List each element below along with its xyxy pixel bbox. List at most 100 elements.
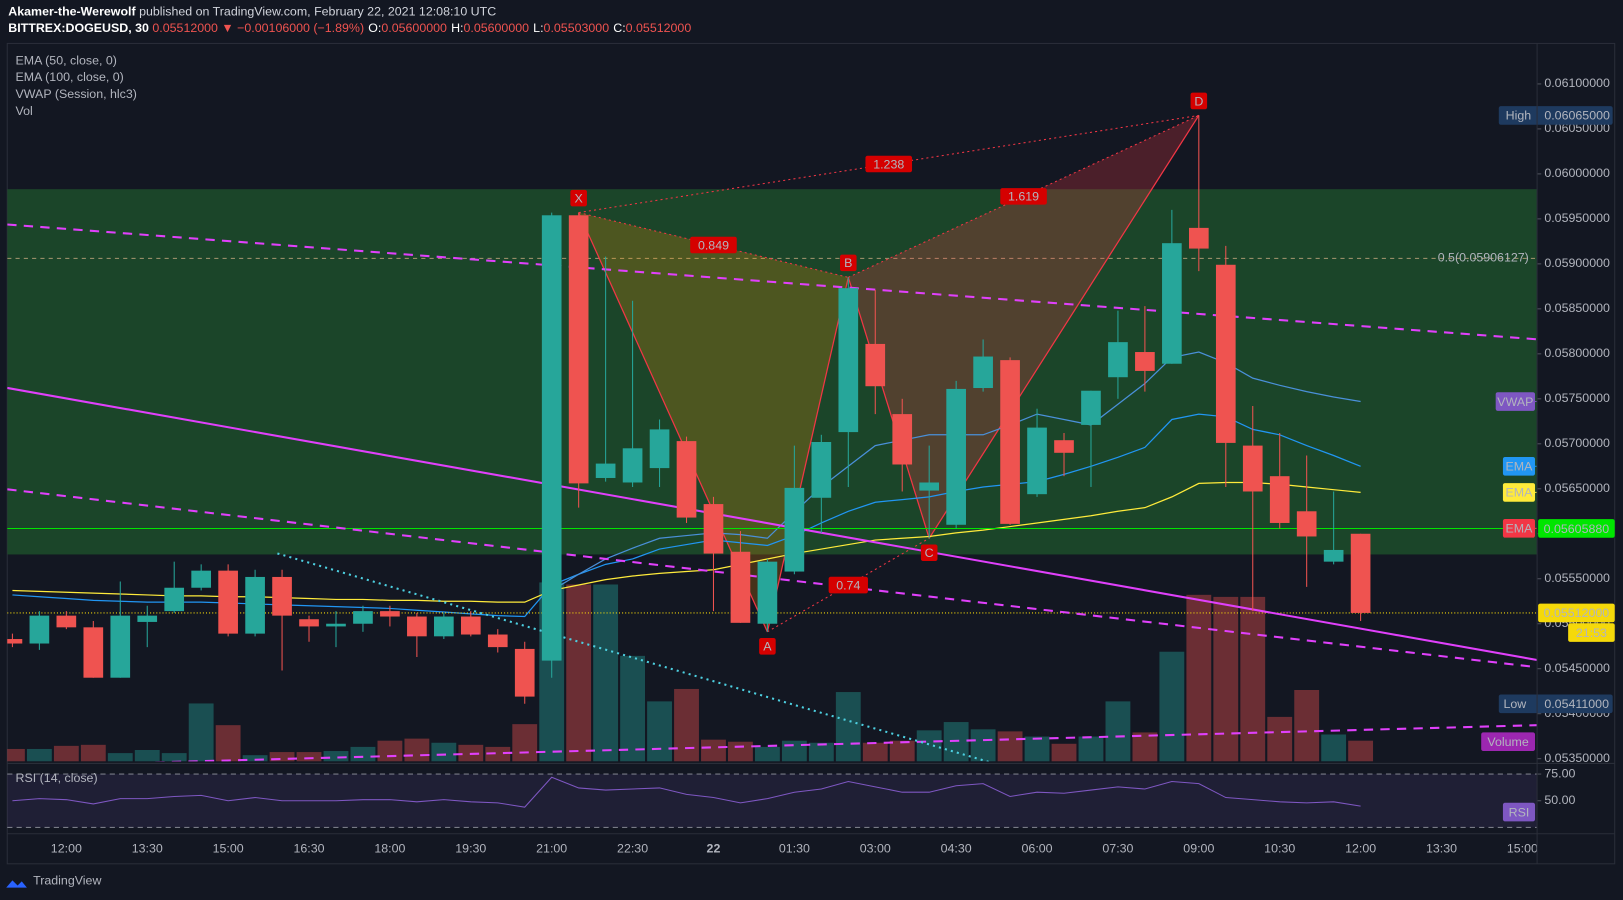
volume-bar [134,750,160,762]
y-tick-label: 0.06100000 [1544,76,1610,90]
candle-body [730,551,751,623]
candle-body [1162,243,1182,364]
y-tick-label: 0.05750000 [1544,391,1610,405]
candle-body [1323,549,1344,562]
axes: EMA (50, close, 0) EMA (100, close, 0) VWA… [16,53,1615,856]
rsi-tag-box [1502,802,1536,822]
volume-bar [215,725,241,762]
candle-body [1242,445,1263,492]
candle-body [865,343,886,387]
volume-tag-box [1481,732,1536,752]
volume-bar [296,752,322,762]
pattern-point [840,254,857,272]
pattern-leg [766,277,849,632]
y-tick-label: 0.05700000 [1544,436,1610,450]
ratio-label: 0.74 [836,578,860,592]
volume-bar [674,688,699,762]
ohlc-value: 0.05503000 [544,21,610,35]
x-tick-label: 21:00 [536,842,567,856]
volume-bar [1186,594,1212,762]
y-tick-label: 0.05950000 [1544,211,1610,225]
candle-body [407,616,427,637]
trend-line [155,724,1538,762]
ohlc-value: 0.05600000 [381,21,447,35]
volume-bar [593,584,619,762]
candle-body [1027,427,1047,495]
published: published on TradingView.com, February 2… [139,5,496,19]
support-label-box [1538,519,1615,538]
y-tick-label: 0.05350000 [1544,751,1610,765]
candle-body [757,561,778,624]
support-label: 0.05605880 [1544,522,1610,536]
candle-body [1215,264,1236,443]
x-tick-label: 13:30 [1426,842,1457,856]
volume-bar [350,746,376,762]
candle-body [137,615,158,622]
indicator-tag-box [1502,456,1536,476]
candle-body [1269,476,1290,523]
pattern-label: A [763,640,772,654]
legend-entry: Vol [16,104,33,118]
legend-entry: EMA (100, close, 0) [16,70,124,84]
countdown: 21:53 [1576,626,1607,640]
extreme-name: Low [1503,697,1526,711]
x-tick-label: 06:00 [1022,842,1053,856]
price-pane: X A B C D 0.849 1.238 1.619 0.74 [7,92,1371,704]
candle-body [434,616,454,637]
y-tick-label: 0.05550000 [1544,571,1610,585]
y-tick-label: 0.05900000 [1544,256,1610,270]
candle-body [811,441,832,498]
rsi-tick-label: 50.00 [1544,793,1575,807]
candle-body [353,611,373,624]
volume-bar [1051,743,1077,762]
ratio-label: 1.238 [873,157,904,171]
pattern-area [578,212,849,632]
pattern-leg [847,277,930,539]
volume-bar [1294,690,1320,762]
candle-body [838,288,859,433]
volume-bar [80,744,106,762]
pattern-area [848,115,1199,539]
volume-bar [835,692,861,762]
volume-bar [728,741,753,762]
candle-body [56,615,77,628]
volume-bar [1213,596,1239,762]
volume-bar [916,730,942,762]
extreme-value: 0.06065000 [1544,109,1610,123]
ohlc-key: H: [451,21,463,35]
candle-body [460,616,481,635]
pattern-leg [578,114,1199,214]
candle-body [946,388,966,525]
candle-body [1135,352,1155,371]
volume-bar [1321,734,1347,762]
logo: TradingView [6,874,101,888]
candle-body [245,576,265,634]
volume-bar [1159,651,1185,762]
pattern-leg [928,115,1200,539]
volume-bar [754,746,780,762]
volume-bar [323,751,349,762]
fib-label: 0.5(0.05906127) [1438,251,1529,265]
volume-bar [485,746,511,762]
ratio-label: 1.619 [1008,190,1039,204]
candle-body [1188,227,1209,249]
candle-body [487,634,508,648]
extreme-value: 0.05411000 [1544,697,1609,711]
volume-tag: Volume [1487,735,1528,749]
volume-bar [620,655,646,762]
indicator-tag-box [1502,483,1536,502]
candle-body [380,611,400,617]
volume-bar [1132,732,1158,762]
candle-body [919,482,940,491]
candle-body [326,623,346,627]
logo-icon [6,880,27,888]
x-tick-label: 13:30 [132,842,163,856]
rsi-tag: RSI [1509,805,1530,819]
candle-body [299,619,319,627]
countdown-box [1568,623,1615,642]
volume-bar [862,742,888,762]
candle-body [218,570,238,634]
volume-bar [1267,716,1293,762]
